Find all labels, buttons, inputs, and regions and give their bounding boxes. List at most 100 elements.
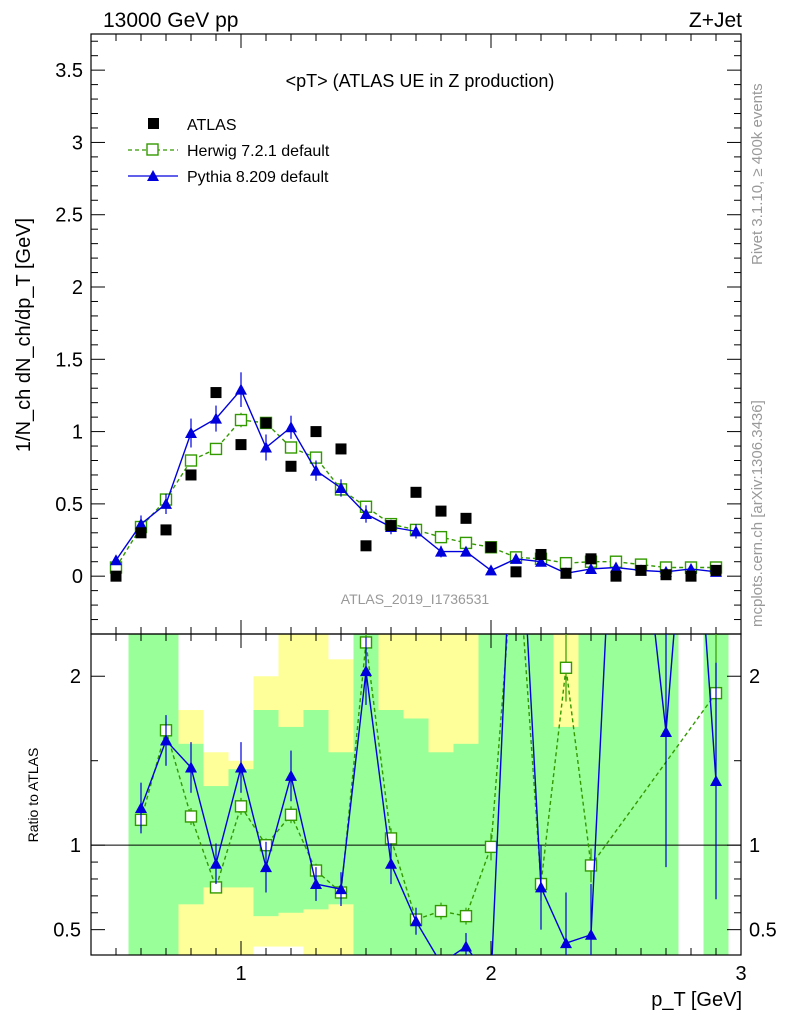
pythia-main-point [535,555,547,567]
herwig-ratio-point [284,808,298,821]
x-tick-label: 2 [485,963,496,985]
pythia-main-line [115,388,717,575]
ratio-tick-label-right: 2 [749,666,760,688]
atlas-data-point [135,527,147,539]
atlas-data-point [485,541,497,553]
herwig-main-point [559,556,573,570]
herwig-ratio-point [484,840,498,854]
herwig-ratio-point [184,810,198,823]
pythia-ratio-point [660,725,672,737]
pythia-main-point [260,441,272,453]
atlas-data-point [285,460,297,472]
ratio-tick-label-left: 1 [70,835,81,857]
pythia-ratio-point [235,761,247,773]
herwig-main-point [234,413,248,427]
band-inner-15 [503,634,529,955]
pythia-ratio-point [210,857,222,869]
band-inner-20 [628,634,654,955]
atlas-data-point [385,520,397,532]
herwig-ratio-point [584,859,598,872]
y-tick-label: 1.5 [55,349,83,371]
atlas-data-point [160,524,172,536]
pythia-main-point [285,421,297,433]
x-axis-label: p_T [GeV] [651,989,742,1011]
ratio-bands [128,634,729,955]
ratio-tick-label-left: 2 [70,666,81,688]
herwig-ratio-point [559,661,573,674]
band-inner-1 [153,634,179,955]
atlas-data-point [435,505,447,517]
y-tick-label: 0.5 [55,494,83,516]
pythia-main-point [135,518,147,530]
atlas-data-point [185,469,197,481]
legend: ATLAS Herwig 7.2.1 default Pythia 8.209 … [128,117,330,186]
atlas-data-point [560,567,572,579]
rivet-label: Rivet 3.1.10, ≥ 400k events [749,83,766,265]
atlas-data-points [110,387,722,582]
pythia-ratio-point [335,883,347,895]
legend-label-pythia: Pythia 8.209 default [187,169,329,186]
herwig-main-point [209,442,223,456]
pythia-ratio-point [560,937,572,949]
ratio-tick-label-left: 0.5 [53,920,81,942]
pythia-main-point [585,562,597,574]
atlas-data-point [660,569,672,581]
pythia-main-point [460,545,472,557]
atlas-data-point [710,564,722,576]
atlas-data-point [585,553,597,565]
atlas-data-point [110,570,122,582]
pythia-ratio-point [410,915,422,927]
herwig-ratio-point [434,904,448,918]
legend-label-atlas: ATLAS [187,117,237,134]
atlas-data-point [635,564,647,576]
mcplots-label: mcplots.cern.ch [arXiv:1306.3436] [749,400,766,627]
pythia-ratio-line [140,634,717,955]
herwig-main-point [184,454,198,467]
pythia-ratio-point [585,928,597,940]
atlas-data-point [685,570,697,582]
pythia-main-point [310,464,322,476]
pythia-main-point [410,525,422,537]
atlas-data-point [610,570,622,582]
ratio-tick-label-right: 1 [749,835,760,857]
atlas-data-point [360,540,372,552]
process-label: Z+Jet [689,9,742,32]
pythia-ratio-point [310,878,322,890]
analysis-label: ATLAS_2019_I1736531 [341,591,490,607]
pythia-main-point [510,552,522,564]
atlas-data-point [235,439,247,451]
ratio-tick-label-right: 0.5 [749,920,777,942]
pythia-main-point [235,383,247,395]
herwig-ratio-line [140,634,717,921]
pythia-main-point [210,412,222,424]
atlas-data-point [335,443,347,455]
atlas-data-point [310,426,322,438]
pythia-ratio-point [185,761,197,773]
pythia-ratio-point [260,861,272,873]
y-tick-label: 0 [72,566,83,588]
y-axis-label: 1/N_ch dN_ch/dp_T [GeV] [13,218,35,452]
x-tick-label: 3 [735,963,746,985]
main-axes: 00.511.522.533.51 2 30.5 0.51 12 2 [53,34,777,985]
herwig-main-point [284,441,298,454]
pythia-ratio-point [360,665,372,677]
herwig-ratio-point [459,909,473,923]
pythia-main-point [435,545,447,557]
band-inner-19 [603,634,629,955]
pythia-ratio-point [135,802,147,814]
pythia-main-point [110,554,122,566]
pythia-ratio-point [535,881,547,893]
pythia-ratio-point [710,774,722,786]
atlas-data-point [535,548,547,560]
x-tick-label: 1 [235,963,246,985]
y-tick-label: 3 [72,132,83,154]
pythia-main-point [610,561,622,573]
legend-label-herwig: Herwig 7.2.1 default [187,143,330,160]
legend-marker-pythia [147,170,159,181]
legend-marker-atlas [148,118,159,129]
pythia-main-point [485,564,497,576]
band-inner-12 [428,752,454,955]
atlas-data-point [510,566,522,578]
y-tick-label: 3.5 [55,60,83,82]
